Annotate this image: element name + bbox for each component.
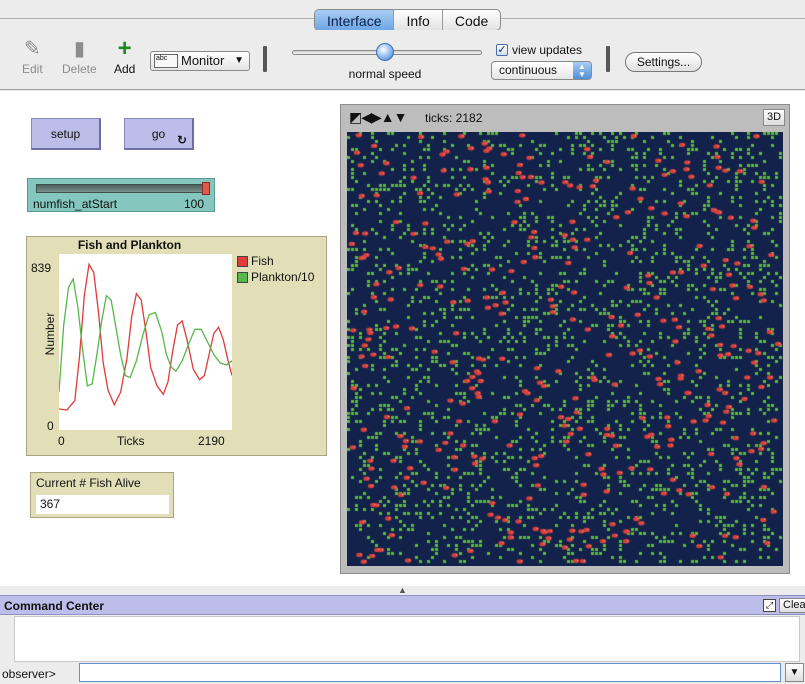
legend-swatch-fish [237, 255, 248, 267]
world-view: ◩◀▶▲▼ ticks: 2182 3D [340, 104, 790, 574]
view-updates-label: view updates [512, 43, 583, 57]
caret-up-icon: ▲ [398, 585, 407, 595]
delete-button[interactable]: ▮ Delete [62, 38, 97, 76]
slider-value: 100 [183, 197, 204, 211]
go-label: go [151, 127, 166, 141]
plus-icon: + [117, 35, 132, 62]
update-mode-select[interactable]: continuous ▲ ▼ [491, 61, 592, 80]
history-dropdown-button[interactable]: ▼ [785, 663, 804, 682]
plot-title: Fish and Plankton [77, 238, 182, 252]
plot-ymin: 0 [47, 419, 54, 433]
setup-button[interactable]: setup [31, 118, 101, 150]
speed-slider-knob[interactable] [376, 43, 394, 61]
view-updates-toggle[interactable]: ✓ view updates [496, 43, 582, 57]
tab-group: Interface Info Code [314, 9, 502, 31]
chevron-down-icon: ▼ [234, 55, 244, 66]
plot-xmax: 2190 [198, 434, 225, 448]
slider-track[interactable] [36, 184, 209, 193]
plot-widget: Fish and Plankton 839 0 Number 0 Ticks 2… [26, 236, 327, 456]
command-center-title: Command Center [4, 599, 105, 613]
tab-interface[interactable]: Interface [315, 10, 395, 30]
forever-loop-icon: ↻ [176, 133, 187, 147]
monitor-value: 367 [36, 495, 169, 514]
view-resize-arrows-icon[interactable]: ◩◀▶▲▼ [349, 109, 407, 125]
command-output [14, 616, 800, 662]
series-line-plankton [59, 277, 232, 393]
add-label: Add [114, 62, 136, 76]
plot-xmin: 0 [58, 434, 65, 448]
plot-ymax: 839 [31, 261, 52, 275]
legend-item-plankton: Plankton/10 [237, 270, 314, 284]
widget-type-select[interactable]: abc Monitor ▼ [150, 51, 250, 71]
checkbox-checked-icon[interactable]: ✓ [496, 44, 508, 56]
toolbar: ✎ Edit ▮ Delete + Add abc Monitor ▼ norm… [0, 30, 805, 90]
speed-label: normal speed [348, 67, 422, 81]
legend-label-fish: Fish [251, 254, 274, 268]
updown-arrows-icon: ▲ ▼ [573, 62, 591, 79]
tabs-bar: Interface Info Code [0, 0, 805, 31]
toolbar-separator [606, 46, 610, 72]
panel-splitter[interactable]: ▲ [0, 586, 805, 595]
plot-xlabel: Ticks [117, 434, 145, 448]
edit-label: Edit [22, 62, 43, 76]
pencil-icon: ✎ [23, 38, 41, 60]
plot-ylabel: Number [43, 312, 57, 356]
add-button[interactable]: + Add [114, 35, 136, 77]
command-input[interactable] [79, 663, 781, 682]
fish-alive-monitor[interactable]: Current # Fish Alive 367 [30, 472, 174, 518]
view-header: ◩◀▶▲▼ ticks: 2182 3D [341, 105, 789, 129]
3d-view-button[interactable]: 3D [763, 109, 785, 126]
ticks-counter: ticks: 2182 [425, 111, 483, 125]
delete-label: Delete [62, 62, 97, 76]
world-canvas[interactable] [347, 132, 783, 566]
command-center: Command Center ⤢ Clear observer> ▼ [0, 595, 805, 684]
legend-item-fish: Fish [237, 254, 274, 268]
tab-info[interactable]: Info [394, 10, 443, 30]
expand-icon[interactable]: ⤢ [763, 599, 776, 612]
update-mode-value: continuous [499, 63, 558, 77]
legend-swatch-plankton [237, 271, 248, 283]
monitor-name: Current # Fish Alive [36, 476, 141, 490]
observer-prompt[interactable]: observer> [2, 667, 56, 681]
monitor-widget-icon: abc [154, 54, 178, 68]
toolbar-separator [263, 46, 267, 72]
numfish-slider[interactable]: numfish_atStart 100 [27, 178, 215, 212]
go-button[interactable]: go ↻ [124, 118, 194, 150]
widget-type-value: Monitor [181, 53, 225, 68]
trash-icon: ▮ [73, 38, 85, 60]
clear-button[interactable]: Clear [779, 598, 805, 613]
slider-name: numfish_atStart [33, 197, 118, 211]
plot-canvas [59, 254, 232, 430]
interface-panel: setup go ↻ numfish_atStart 100 Fish and … [0, 91, 805, 586]
series-line-fish [59, 262, 232, 411]
edit-button[interactable]: ✎ Edit [22, 38, 43, 76]
settings-button[interactable]: Settings... [625, 52, 702, 72]
tab-code[interactable]: Code [454, 13, 489, 29]
legend-label-plankton: Plankton/10 [251, 270, 315, 284]
slider-knob[interactable] [202, 182, 210, 195]
command-center-header: Command Center ⤢ Clear [0, 595, 805, 615]
